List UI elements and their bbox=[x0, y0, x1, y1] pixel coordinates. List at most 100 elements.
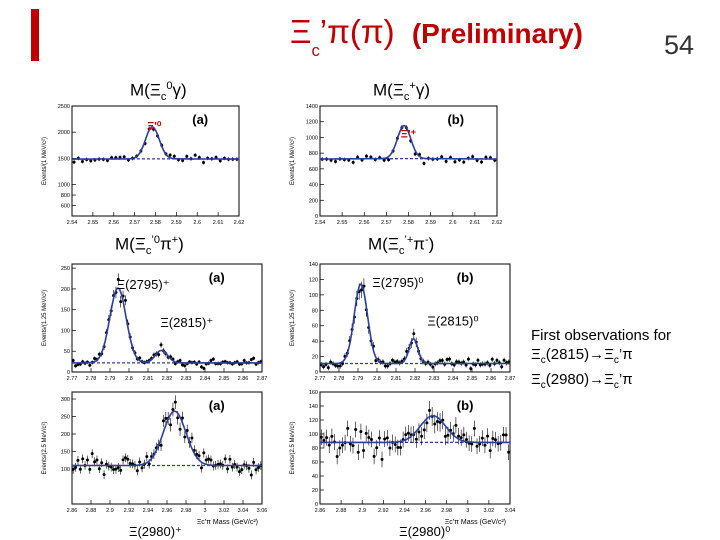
data-point bbox=[462, 433, 466, 437]
data-point bbox=[88, 363, 92, 367]
data-point bbox=[193, 153, 197, 157]
x-tick-label: 2.57 bbox=[129, 220, 140, 226]
y-tick-label: 600 bbox=[309, 167, 318, 173]
data-point bbox=[173, 400, 177, 404]
y-axis-label: Events/(2.5 MeV/c²) bbox=[290, 421, 296, 474]
data-point bbox=[230, 465, 234, 469]
data-point bbox=[249, 473, 253, 477]
y-tick-label: 400 bbox=[309, 183, 318, 189]
x-tick-label: 3.02 bbox=[219, 508, 230, 514]
data-point bbox=[484, 155, 488, 159]
data-point bbox=[326, 366, 330, 370]
data-point bbox=[183, 364, 187, 368]
data-point bbox=[71, 467, 75, 471]
plot-frame bbox=[319, 105, 498, 217]
data-point bbox=[140, 466, 144, 470]
y-tick-label: 1500 bbox=[58, 156, 70, 162]
data-point bbox=[119, 468, 123, 472]
page-number: 54 bbox=[664, 30, 695, 60]
x-tick-label: 3.04 bbox=[238, 508, 249, 514]
y-tick-label: 20 bbox=[312, 355, 318, 361]
data-point bbox=[444, 159, 448, 163]
data-point bbox=[226, 467, 230, 471]
total-fit-curve bbox=[320, 124, 497, 160]
y-tick-label: 200 bbox=[61, 432, 70, 438]
data-point bbox=[178, 358, 182, 362]
plot-xiplus-piminus: 2.77 2.78 2.79 2.8 2.81 2.82 2.83 2.84 2.85 2.86 2… bbox=[290, 262, 515, 382]
plot-xiplus-gamma: 2.54 2.55 2.56 2.57 2.58 2.59 2.6 2.61 2.62 0 200 4… bbox=[290, 104, 503, 226]
data-point bbox=[356, 155, 360, 159]
y-tick-label: 100 bbox=[309, 432, 318, 438]
data-point bbox=[346, 426, 350, 430]
x-tick-label: 2.62 bbox=[492, 220, 503, 226]
x-tick-label: 2.98 bbox=[441, 508, 452, 514]
data-point bbox=[387, 158, 391, 162]
data-point bbox=[76, 458, 80, 462]
data-point bbox=[478, 442, 482, 446]
data-point bbox=[157, 353, 161, 357]
plot-frame bbox=[319, 391, 511, 505]
data-point bbox=[72, 160, 76, 164]
y-tick-label: 1000 bbox=[306, 135, 318, 141]
data-point bbox=[369, 155, 373, 159]
data-point bbox=[204, 458, 208, 462]
data-point bbox=[351, 444, 355, 448]
data-point bbox=[417, 430, 421, 434]
data-point bbox=[172, 154, 176, 158]
y-tick-label: 140 bbox=[309, 262, 318, 268]
data-point bbox=[412, 332, 416, 336]
data-point bbox=[425, 421, 429, 425]
data-point bbox=[455, 360, 459, 364]
data-point bbox=[495, 358, 499, 362]
x-axis-label: Ξc'π Mass (GeV/c²) bbox=[197, 519, 258, 526]
row2-right-label: M(Ξc’+π-) bbox=[368, 234, 435, 258]
data-point bbox=[322, 365, 326, 369]
peak-label: Ξ(2815)⁰ bbox=[427, 314, 478, 329]
y-axis-label: Events/(1 MeV/c²) bbox=[42, 137, 48, 185]
data-point bbox=[335, 454, 339, 458]
x-tick-label: 2.9 bbox=[106, 508, 114, 514]
data-point bbox=[393, 442, 397, 446]
x-tick-label: 2.56 bbox=[108, 220, 119, 226]
panel-tag: (b) bbox=[457, 398, 474, 413]
data-point bbox=[102, 473, 106, 477]
data-point bbox=[388, 446, 392, 450]
data-point bbox=[214, 155, 218, 159]
data-point bbox=[359, 430, 363, 434]
data-point bbox=[488, 449, 492, 453]
plot-xi2980-plus: 2.86 2.88 2.9 2.92 2.94 2.96 2.98 3 3.02 3.04 3.06… bbox=[42, 391, 267, 539]
data-point bbox=[218, 462, 222, 466]
x-tick-label: 2.87 bbox=[257, 376, 268, 382]
y-tick-label: 20 bbox=[312, 488, 318, 494]
peak-label: Ξ(2795)⁺ bbox=[117, 277, 170, 292]
side-note-line1: First observations for bbox=[531, 327, 672, 344]
data-point bbox=[372, 454, 376, 458]
panel-tag: (a) bbox=[209, 398, 225, 413]
data-point bbox=[145, 455, 149, 459]
data-point bbox=[89, 159, 93, 163]
data-point bbox=[340, 443, 344, 447]
data-point bbox=[159, 443, 163, 447]
y-tick-label: 250 bbox=[61, 415, 70, 421]
data-point bbox=[500, 365, 504, 369]
data-point bbox=[404, 433, 408, 437]
data-point bbox=[354, 428, 358, 432]
panel-tag: (b) bbox=[447, 112, 464, 127]
data-point bbox=[118, 155, 122, 159]
data-point bbox=[428, 408, 432, 412]
y-tick-label: 250 bbox=[61, 266, 70, 272]
data-point bbox=[240, 468, 244, 472]
peak-label: Ξ(2980)⁰ bbox=[399, 524, 450, 539]
data-point bbox=[440, 155, 444, 159]
data-point bbox=[327, 443, 331, 447]
data-point bbox=[471, 155, 475, 159]
data-point bbox=[164, 416, 168, 420]
data-point bbox=[356, 450, 360, 454]
y-tick-label: 0 bbox=[67, 370, 70, 376]
x-tick-label: 2.55 bbox=[88, 220, 99, 226]
data-point bbox=[490, 357, 494, 361]
data-point bbox=[185, 428, 189, 432]
data-point bbox=[135, 469, 139, 473]
data-point bbox=[138, 460, 142, 464]
data-point bbox=[435, 419, 439, 423]
